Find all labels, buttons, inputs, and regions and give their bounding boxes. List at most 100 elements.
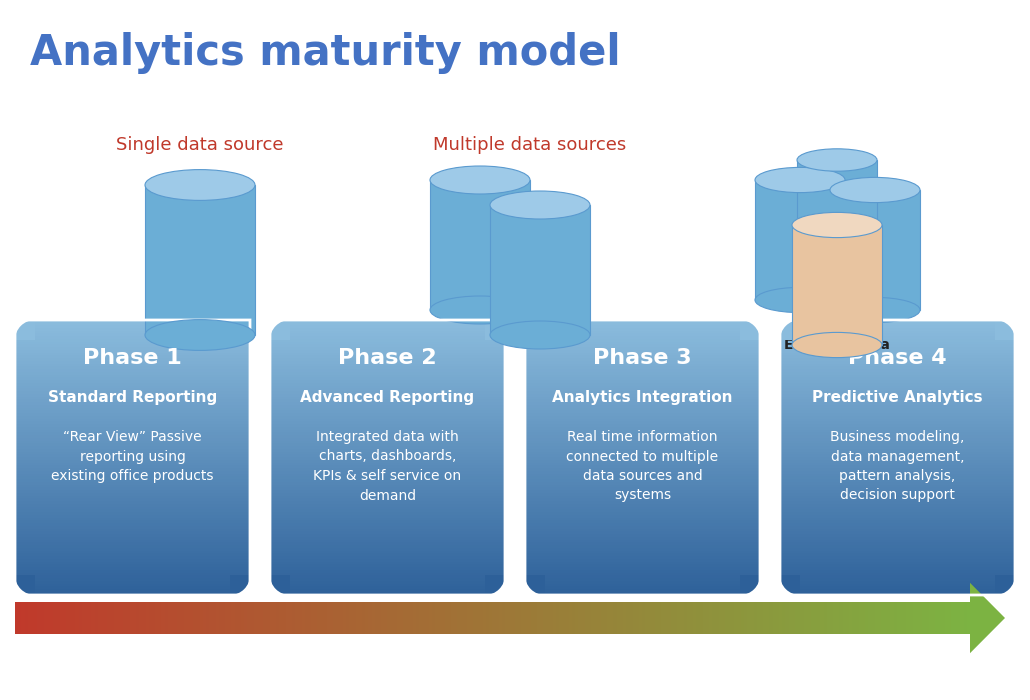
Bar: [780, 372, 1015, 375]
Bar: [667, 602, 672, 634]
Bar: [780, 344, 1015, 347]
Bar: [311, 602, 315, 634]
Bar: [15, 482, 250, 485]
Bar: [780, 333, 1015, 337]
Bar: [525, 330, 760, 334]
Bar: [270, 452, 505, 455]
Bar: [15, 547, 250, 551]
Text: Single data source: Single data source: [116, 136, 283, 154]
Bar: [50, 602, 54, 634]
Text: Real time information
connected to multiple
data sources and
systems: Real time information connected to multi…: [566, 430, 719, 503]
Bar: [270, 534, 505, 538]
Bar: [238, 602, 241, 634]
Bar: [843, 602, 847, 634]
Bar: [121, 602, 124, 634]
Bar: [352, 602, 356, 634]
Bar: [780, 454, 1015, 458]
Ellipse shape: [430, 166, 530, 194]
Bar: [486, 602, 490, 634]
Bar: [556, 602, 560, 634]
Bar: [72, 602, 76, 634]
Bar: [78, 602, 82, 634]
Bar: [98, 602, 101, 634]
Bar: [801, 602, 805, 634]
Bar: [270, 369, 505, 372]
Bar: [340, 602, 343, 634]
Bar: [525, 333, 760, 337]
Bar: [525, 363, 760, 367]
Bar: [270, 416, 505, 419]
Bar: [264, 602, 267, 634]
Bar: [200, 602, 203, 634]
Bar: [489, 602, 493, 634]
Bar: [780, 360, 1015, 364]
Bar: [15, 430, 250, 433]
Bar: [270, 584, 505, 587]
Bar: [15, 575, 250, 578]
Bar: [728, 602, 731, 634]
Bar: [525, 383, 760, 386]
Bar: [780, 374, 1015, 378]
Bar: [525, 424, 760, 427]
Bar: [780, 570, 1015, 573]
Bar: [731, 602, 735, 634]
Bar: [270, 528, 505, 532]
Bar: [15, 470, 250, 474]
Bar: [515, 602, 518, 634]
Bar: [15, 402, 250, 405]
Text: Phase 1: Phase 1: [83, 348, 182, 368]
Bar: [525, 542, 760, 545]
Bar: [780, 540, 1015, 542]
Bar: [15, 540, 250, 542]
Bar: [525, 507, 760, 510]
Wedge shape: [485, 320, 505, 340]
Bar: [270, 424, 505, 427]
Wedge shape: [270, 320, 290, 340]
Bar: [442, 602, 445, 634]
Bar: [15, 523, 250, 526]
Bar: [897, 602, 900, 634]
Bar: [230, 575, 250, 595]
Bar: [15, 342, 250, 345]
Bar: [780, 336, 1015, 340]
Bar: [780, 479, 1015, 482]
Bar: [355, 602, 359, 634]
Bar: [218, 602, 222, 634]
Bar: [15, 587, 250, 589]
Bar: [527, 602, 531, 634]
Bar: [948, 602, 952, 634]
Bar: [270, 353, 505, 356]
Bar: [808, 602, 812, 634]
Bar: [525, 369, 760, 372]
Bar: [780, 353, 1015, 356]
Bar: [15, 452, 250, 455]
Bar: [780, 556, 1015, 559]
Bar: [270, 517, 505, 521]
Bar: [611, 602, 614, 634]
Ellipse shape: [830, 298, 920, 323]
Bar: [780, 421, 1015, 424]
Bar: [15, 333, 250, 337]
Bar: [744, 602, 748, 634]
Bar: [785, 602, 789, 634]
Bar: [15, 386, 250, 389]
Bar: [836, 602, 840, 634]
Ellipse shape: [792, 212, 882, 237]
Bar: [525, 575, 760, 578]
Bar: [525, 578, 760, 581]
Text: Predictive Analytics: Predictive Analytics: [813, 390, 983, 405]
Bar: [15, 484, 250, 488]
Bar: [366, 602, 369, 634]
Bar: [789, 602, 792, 634]
Bar: [525, 380, 760, 384]
Bar: [780, 517, 1015, 521]
Bar: [525, 528, 760, 532]
Bar: [270, 366, 505, 370]
Bar: [362, 602, 366, 634]
Bar: [565, 602, 570, 634]
Bar: [270, 399, 505, 402]
Bar: [945, 602, 949, 634]
Bar: [15, 578, 250, 581]
Bar: [317, 602, 321, 634]
Bar: [594, 602, 598, 634]
